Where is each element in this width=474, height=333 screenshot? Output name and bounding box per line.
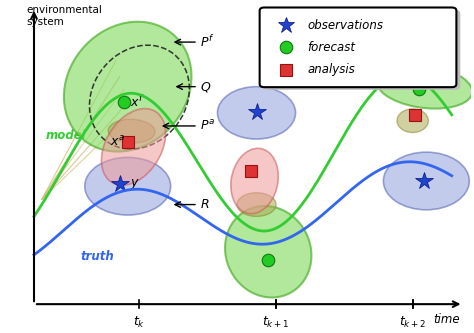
Text: model: model [46, 129, 86, 142]
Text: analysis: analysis [307, 63, 355, 76]
FancyBboxPatch shape [260, 8, 456, 87]
Text: $x^f$: $x^f$ [130, 95, 144, 110]
Text: $P^a$: $P^a$ [200, 119, 215, 133]
Text: forecast: forecast [307, 41, 356, 54]
Ellipse shape [376, 65, 472, 109]
FancyBboxPatch shape [264, 10, 460, 90]
Ellipse shape [397, 109, 428, 133]
Text: $x^a$: $x^a$ [110, 135, 125, 149]
Text: observations: observations [307, 19, 383, 32]
Text: $t_k$: $t_k$ [133, 315, 146, 330]
Text: truth: truth [81, 250, 115, 263]
Text: $Q$: $Q$ [200, 80, 211, 94]
Ellipse shape [383, 152, 469, 210]
Ellipse shape [85, 158, 171, 215]
Ellipse shape [237, 193, 276, 216]
Ellipse shape [225, 206, 311, 297]
Text: $t_{k+1}$: $t_{k+1}$ [262, 315, 290, 330]
Ellipse shape [218, 87, 296, 139]
Text: $y$: $y$ [130, 176, 139, 190]
Ellipse shape [64, 22, 191, 152]
Ellipse shape [108, 119, 155, 143]
Text: $R$: $R$ [200, 198, 210, 211]
Text: $t_{k+2}$: $t_{k+2}$ [399, 315, 426, 330]
Text: $P^f$: $P^f$ [200, 34, 215, 50]
Text: environmental
system: environmental system [26, 5, 102, 27]
Ellipse shape [231, 148, 278, 214]
Text: time: time [433, 313, 459, 326]
Ellipse shape [101, 109, 165, 185]
